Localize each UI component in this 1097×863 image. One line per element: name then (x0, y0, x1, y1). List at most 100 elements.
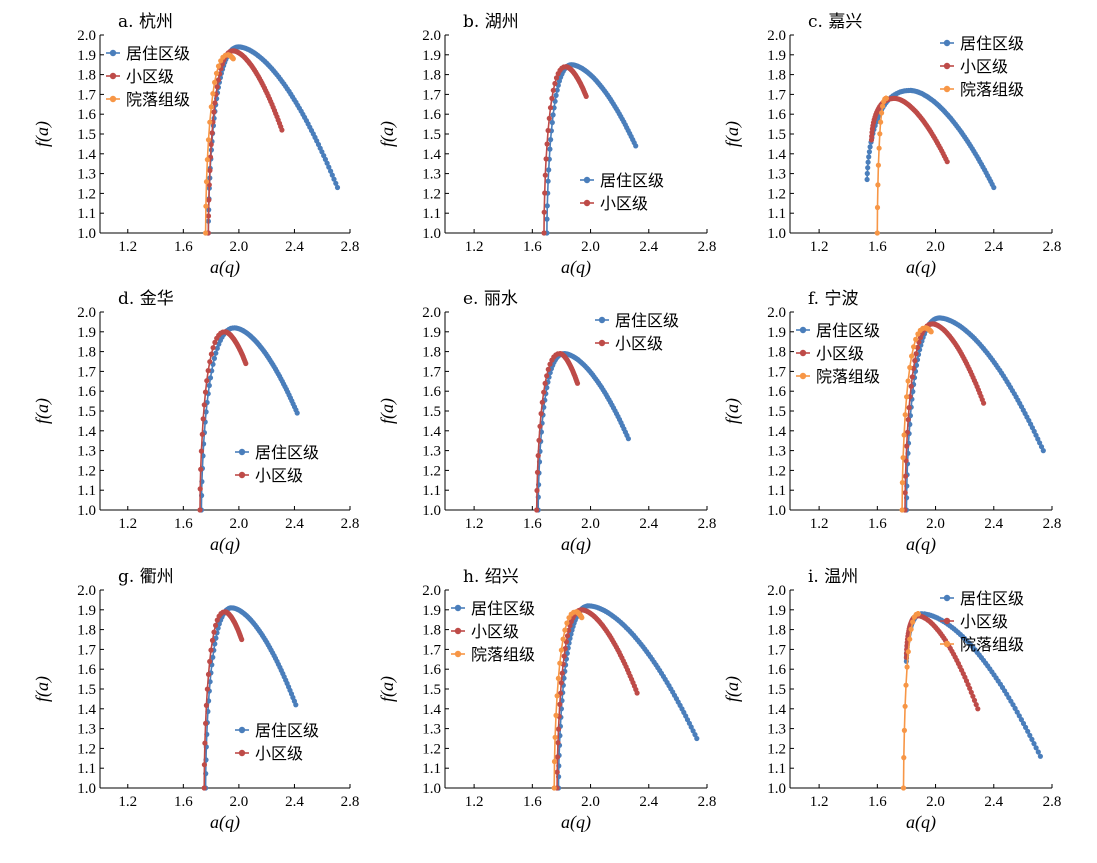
y-tick-label: 1.5 (767, 682, 786, 698)
y-tick-label: 1.8 (77, 345, 96, 361)
x-tick-label: 2.4 (639, 239, 658, 255)
panel-4: 1.0 1.1 1.2 1.3 1.4 1.5 1.6 1.7 1.8 1.9 2.0 1.2 1.6 2… (32, 289, 359, 555)
data-point (215, 77, 221, 83)
data-point (553, 712, 559, 719)
x-tick-label: 1.2 (118, 239, 137, 255)
data-point (694, 735, 700, 742)
panel-title: h. 绍兴 (463, 567, 519, 587)
y-tick-label: 1.0 (767, 226, 786, 242)
data-point (564, 620, 570, 626)
legend-swatch-marker (943, 640, 951, 648)
y-tick-label: 1.3 (422, 167, 441, 183)
series-小区级 (205, 48, 285, 236)
x-axis-label: a(q) (906, 257, 936, 278)
y-tick-label: 1.5 (77, 682, 96, 698)
data-point (214, 345, 220, 351)
data-point (243, 360, 249, 367)
y-tick-label: 1.5 (422, 682, 441, 698)
data-point (944, 159, 950, 165)
data-point (555, 740, 561, 746)
data-point (239, 636, 245, 643)
legend-label: 小区级 (600, 194, 648, 213)
data-point (207, 167, 213, 174)
legend-label: 居住区级 (255, 443, 319, 462)
legend-swatch-marker (943, 39, 951, 47)
data-point (205, 213, 212, 219)
legend-label: 院落组级 (960, 635, 1024, 654)
data-point (967, 685, 973, 692)
x-tick-label: 1.2 (465, 239, 484, 255)
data-point (555, 675, 562, 682)
data-point (914, 344, 921, 351)
legend-swatch-marker (109, 72, 117, 80)
data-point (912, 358, 918, 364)
data-point (1035, 749, 1041, 755)
data-point (558, 680, 564, 686)
y-tick-label: 1.2 (422, 741, 441, 757)
data-point (904, 394, 910, 400)
x-tick-label: 2.0 (581, 794, 600, 810)
y-tick-label: 1.7 (422, 642, 441, 658)
y-tick-label: 1.8 (767, 345, 786, 361)
series-居住区级 (903, 315, 1046, 513)
data-point (207, 359, 213, 365)
data-point (206, 197, 212, 203)
x-tick-label: 2.8 (1043, 794, 1062, 810)
data-point (198, 466, 204, 472)
data-point (560, 636, 566, 642)
data-point (542, 172, 548, 178)
x-tick-label: 2.0 (926, 516, 945, 532)
data-point (1018, 717, 1024, 723)
data-point (544, 373, 550, 379)
y-tick-label: 2.0 (77, 305, 96, 321)
x-tick-label: 2.0 (581, 239, 600, 255)
data-point (634, 690, 640, 696)
x-tick-label: 1.6 (174, 239, 193, 255)
data-point (204, 378, 210, 384)
data-point (1033, 745, 1039, 751)
panel-title: a. 杭州 (118, 12, 173, 32)
data-point (557, 701, 563, 708)
legend-label: 居住区级 (960, 34, 1024, 53)
y-tick-label: 1.2 (422, 463, 441, 479)
data-point (329, 172, 335, 178)
data-point (551, 785, 557, 791)
x-tick-label: 2.0 (230, 794, 249, 810)
y-tick-label: 1.1 (767, 761, 786, 777)
legend-label: 居住区级 (615, 311, 679, 330)
data-point (197, 486, 203, 492)
y-tick-label: 1.4 (767, 424, 786, 440)
y-tick-label: 2.0 (422, 28, 441, 44)
y-tick-label: 1.4 (767, 147, 786, 163)
data-point (211, 109, 217, 115)
data-point (554, 693, 560, 699)
panel-1: 1.0 1.1 1.2 1.3 1.4 1.5 1.6 1.7 1.8 1.9 2.0 1.2 1.6 2… (32, 12, 359, 278)
x-tick-label: 2.4 (285, 516, 304, 532)
data-point (908, 626, 914, 632)
data-point (901, 755, 907, 761)
data-point (883, 95, 889, 101)
y-tick-label: 1.0 (422, 781, 441, 797)
data-point (913, 351, 919, 357)
series-居住区级 (205, 44, 341, 236)
legend-label: 院落组级 (471, 645, 535, 664)
data-point (864, 176, 870, 183)
data-point (204, 686, 210, 692)
y-tick-label: 1.4 (77, 424, 96, 440)
x-tick-label: 1.6 (523, 239, 542, 255)
data-point (326, 164, 332, 170)
data-point (1031, 741, 1037, 747)
data-point (1038, 444, 1045, 450)
y-tick-label: 2.0 (422, 583, 441, 599)
data-point (199, 431, 205, 437)
data-point (981, 400, 987, 406)
data-point (549, 119, 555, 126)
y-tick-label: 1.6 (77, 107, 96, 123)
data-point (901, 432, 907, 438)
data-point (907, 364, 913, 371)
data-point (547, 146, 553, 152)
y-tick-label: 1.6 (77, 384, 96, 400)
y-tick-label: 1.9 (767, 48, 786, 64)
